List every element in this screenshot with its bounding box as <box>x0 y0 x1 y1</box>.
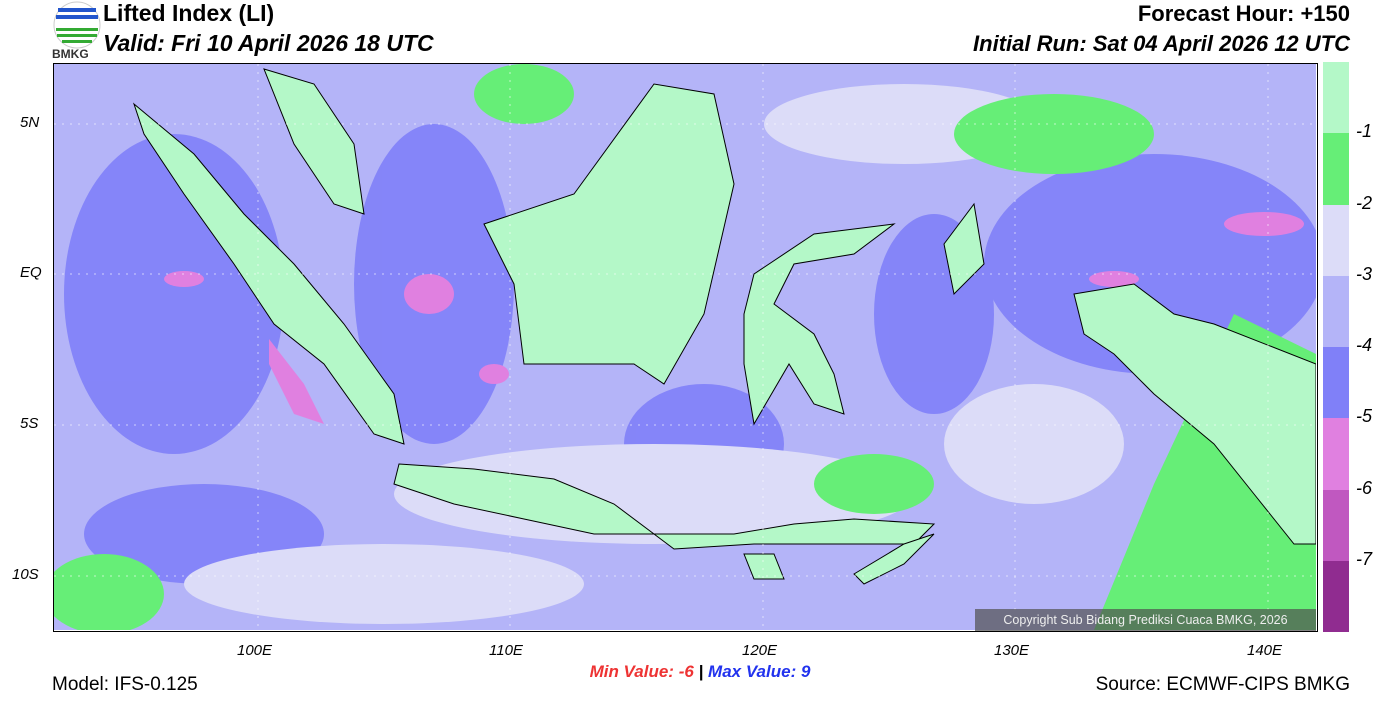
lon-label: 130E <box>994 642 1030 659</box>
max-value: 9 <box>800 662 811 681</box>
lon-label: 100E <box>237 642 273 659</box>
colorbar-swatch <box>1323 275 1349 347</box>
colorbar-swatch <box>1323 133 1349 205</box>
colorbar-label: -3 <box>1356 263 1373 284</box>
lat-label: 5S <box>20 415 39 432</box>
lat-label: 5N <box>20 114 40 131</box>
map-field <box>44 64 1324 634</box>
lifted-index-map <box>44 63 1324 634</box>
colorbar-label: -2 <box>1356 192 1373 213</box>
logo-text: BMKG <box>52 47 89 61</box>
colorbar-label: -1 <box>1356 121 1373 142</box>
model-label: Model: IFS-0.125 <box>52 674 198 695</box>
colorbar-swatch <box>1323 560 1349 632</box>
max-label: Max Value: <box>708 662 797 681</box>
colorbar-swatch <box>1323 489 1349 561</box>
colorbar-label: -7 <box>1356 548 1373 569</box>
min-value: -6 <box>678 662 694 681</box>
colorbar-label: -6 <box>1356 477 1373 498</box>
bmkg-logo <box>52 0 102 62</box>
colorbar-swatch <box>1323 418 1349 490</box>
forecast-hour: Forecast Hour: +150 <box>1137 1 1350 26</box>
min-label: Min Value: <box>589 662 674 681</box>
copyright: Copyright Sub Bidang Prediksi Cuaca BMKG… <box>975 609 1316 631</box>
min-max-values: Min Value: -6 | Max Value: 9 <box>0 662 1400 682</box>
lon-label: 110E <box>489 642 523 659</box>
source-label: Source: ECMWF-CIPS BMKG <box>1095 674 1350 695</box>
lon-label: 140E <box>1247 642 1283 659</box>
lat-label: EQ <box>20 264 42 281</box>
separator: | <box>698 662 704 681</box>
lon-label: 120E <box>742 642 778 659</box>
valid-time: Valid: Fri 10 April 2026 18 UTC <box>103 30 434 56</box>
colorbar-swatch <box>1323 62 1349 134</box>
colorbar-label: -5 <box>1356 406 1373 427</box>
initial-run: Initial Run: Sat 04 April 2026 12 UTC <box>973 31 1350 56</box>
colorbar-swatch <box>1323 204 1349 276</box>
colorbar-swatch <box>1323 347 1349 419</box>
colorbar-label: -4 <box>1356 335 1373 355</box>
lat-label: 10S <box>12 566 39 583</box>
map-title: Lifted Index (LI) <box>103 0 275 26</box>
